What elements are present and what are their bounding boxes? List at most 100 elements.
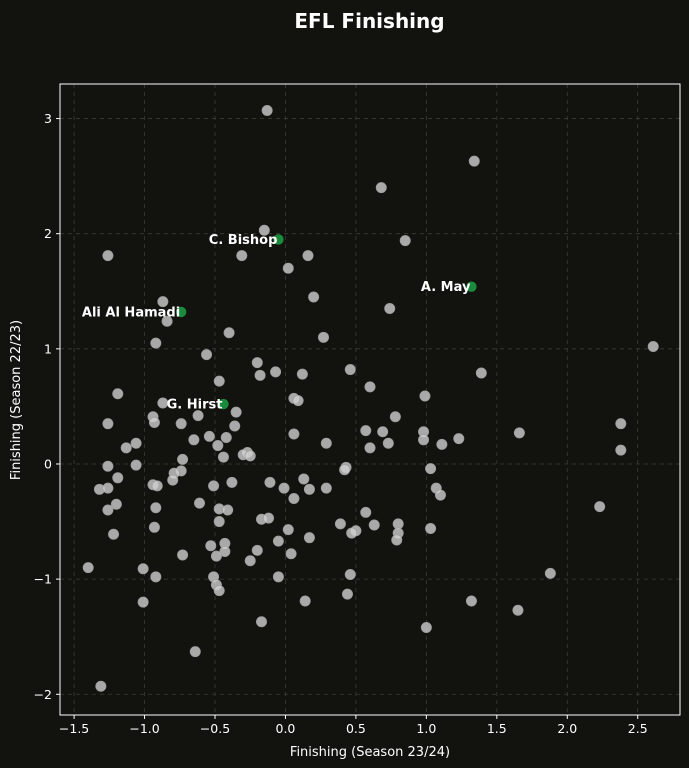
data-point bbox=[282, 524, 294, 536]
data-point bbox=[189, 646, 201, 658]
data-point bbox=[150, 571, 162, 583]
data-point bbox=[229, 420, 241, 432]
data-point bbox=[468, 155, 480, 167]
data-point bbox=[102, 482, 114, 494]
y-tick-label: 2 bbox=[44, 226, 52, 241]
data-point bbox=[150, 337, 162, 349]
x-tick-label: 1.5 bbox=[487, 721, 507, 736]
data-point bbox=[95, 680, 107, 692]
x-tick-label: −0.5 bbox=[200, 721, 230, 736]
data-point bbox=[341, 588, 353, 600]
x-tick-label: 2.0 bbox=[557, 721, 577, 736]
data-points bbox=[82, 104, 659, 692]
player-label: G. Hirst bbox=[167, 398, 223, 413]
data-point bbox=[615, 418, 627, 430]
data-point bbox=[157, 296, 169, 308]
data-point bbox=[308, 291, 320, 303]
data-point bbox=[384, 303, 396, 315]
data-point bbox=[157, 397, 169, 409]
y-tick-label: 1 bbox=[44, 341, 52, 356]
data-point bbox=[270, 366, 282, 378]
data-point bbox=[223, 327, 235, 339]
y-tick-label: −2 bbox=[34, 687, 52, 702]
data-point bbox=[382, 437, 394, 449]
data-point bbox=[320, 437, 332, 449]
data-point bbox=[205, 540, 217, 552]
data-point bbox=[220, 431, 232, 443]
data-point bbox=[272, 535, 284, 547]
data-point bbox=[213, 375, 225, 387]
data-point bbox=[151, 480, 163, 492]
data-point bbox=[213, 585, 225, 597]
data-point bbox=[364, 381, 376, 393]
data-point bbox=[102, 504, 114, 516]
data-point bbox=[264, 476, 276, 488]
data-point bbox=[391, 534, 403, 546]
data-point bbox=[360, 506, 372, 518]
data-point bbox=[255, 616, 267, 628]
y-tick-label: 3 bbox=[44, 111, 52, 126]
data-point bbox=[137, 596, 149, 608]
data-point bbox=[389, 411, 401, 423]
data-point bbox=[222, 504, 234, 516]
data-point bbox=[251, 357, 263, 369]
data-point bbox=[368, 519, 380, 531]
data-point bbox=[244, 555, 256, 567]
data-point bbox=[263, 512, 275, 524]
highlighted-players: C. Bishop A. May Ali Al Hamadi G. Hirst bbox=[82, 233, 477, 413]
data-point bbox=[120, 442, 132, 454]
data-point bbox=[377, 426, 389, 438]
data-point bbox=[615, 444, 627, 456]
data-point bbox=[339, 464, 351, 476]
data-point bbox=[82, 562, 94, 574]
chart-title: EFL Finishing bbox=[294, 9, 444, 33]
data-point bbox=[298, 473, 310, 485]
highlighted-point bbox=[273, 234, 284, 245]
data-point bbox=[647, 341, 659, 353]
data-point bbox=[346, 527, 358, 539]
x-tick-label: 1.0 bbox=[416, 721, 436, 736]
data-point bbox=[177, 453, 189, 465]
data-point bbox=[102, 460, 114, 472]
data-point bbox=[544, 567, 556, 579]
player-label: A. May bbox=[421, 280, 471, 295]
data-point bbox=[148, 417, 160, 429]
data-point bbox=[594, 501, 606, 513]
x-tick-label: 2.5 bbox=[628, 721, 648, 736]
data-point bbox=[278, 482, 290, 494]
data-point bbox=[475, 367, 487, 379]
data-point bbox=[513, 427, 525, 439]
data-point bbox=[285, 548, 297, 560]
data-point bbox=[392, 518, 404, 530]
data-point bbox=[212, 440, 224, 452]
data-point bbox=[364, 442, 376, 454]
data-point bbox=[177, 549, 189, 561]
y-tick-label: 0 bbox=[44, 456, 52, 471]
data-point bbox=[175, 418, 187, 430]
data-point bbox=[194, 497, 206, 509]
data-point bbox=[188, 434, 200, 446]
player-label: Ali Al Hamadi bbox=[82, 305, 180, 320]
data-point bbox=[213, 516, 225, 528]
data-point bbox=[320, 482, 332, 494]
data-point bbox=[453, 433, 465, 445]
y-tick-label: −1 bbox=[34, 572, 52, 587]
data-point bbox=[208, 480, 220, 492]
data-point bbox=[236, 250, 248, 262]
data-point bbox=[465, 595, 477, 607]
data-point bbox=[130, 437, 142, 449]
data-point bbox=[137, 563, 149, 575]
x-tick-label: 0.0 bbox=[276, 721, 296, 736]
data-point bbox=[344, 569, 356, 581]
data-point bbox=[292, 395, 304, 407]
data-point bbox=[192, 410, 204, 422]
data-point bbox=[288, 428, 300, 440]
data-point bbox=[302, 250, 314, 262]
highlighted-point bbox=[175, 306, 187, 318]
data-point bbox=[251, 544, 263, 556]
data-point bbox=[230, 406, 242, 418]
data-point bbox=[296, 368, 308, 380]
data-point bbox=[226, 476, 238, 488]
data-point bbox=[203, 430, 215, 442]
data-point bbox=[110, 498, 122, 510]
